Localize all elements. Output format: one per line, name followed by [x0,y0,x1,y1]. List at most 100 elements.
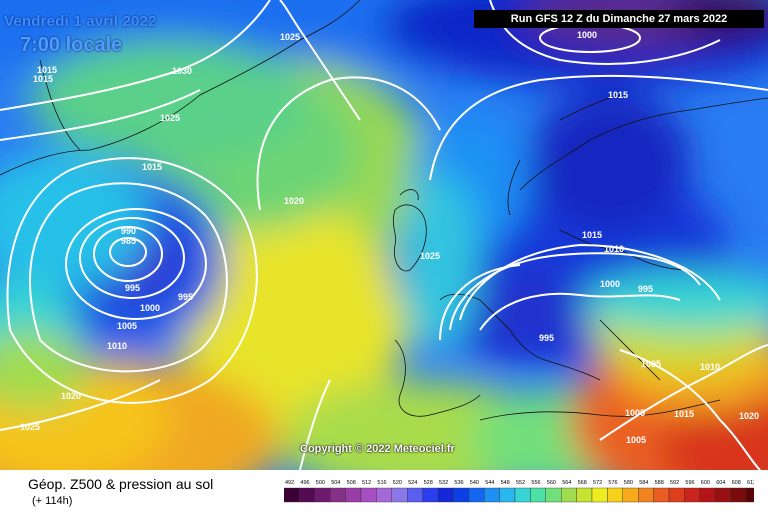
legend-tick-label: 492 [285,480,294,486]
svg-text:1000: 1000 [140,303,160,313]
legend-tick-label: 512 [362,480,371,486]
legend-swatch [622,487,639,503]
legend-swatch [684,487,700,503]
color-legend: 492 496 500 504 508 512 516 520 524 528 532 536 540 5… [284,480,754,503]
svg-text:990: 990 [121,226,136,236]
legend-tick-label: 536 [454,480,463,486]
legend-tick-label: 524 [408,480,417,486]
svg-text:985: 985 [121,236,136,246]
legend-swatch [715,487,731,503]
svg-text:1000: 1000 [577,30,597,40]
legend-swatch [576,487,593,503]
legend-swatch [638,487,654,503]
legend-swatch [668,487,685,503]
legend-swatch [591,487,608,503]
svg-text:1015: 1015 [674,409,694,419]
svg-text:1005: 1005 [641,359,661,369]
coastlines [0,0,768,421]
legend-tick-label: 604 [716,480,725,486]
svg-text:1005: 1005 [626,435,646,445]
legend-tick-label: 580 [624,480,633,486]
svg-text:1000: 1000 [600,279,620,289]
svg-text:1025: 1025 [280,32,300,42]
svg-text:1015: 1015 [608,90,628,100]
forecast-lead-time: (+ 114h) [32,495,73,507]
svg-text:1025: 1025 [20,422,40,432]
geopotential-field: 1025 1015 1015 1030 1025 1015 1020 990 9… [0,0,768,470]
legend-tick-label: 496 [300,480,309,486]
legend-swatch [653,487,670,503]
legend-swatch [514,487,531,503]
legend-tick-label: 564 [562,480,571,486]
legend-swatch [483,487,500,503]
map-title: Géop. Z500 & pression au sol [28,476,214,492]
legend-swatch [391,487,408,503]
legend-tick-label: 588 [655,480,664,486]
legend-swatch [314,487,331,503]
legend-tick-label: 596 [685,480,694,486]
svg-text:1010: 1010 [604,244,624,254]
legend-tick-label: 568 [578,480,587,486]
map-footer: Géop. Z500 & pression au sol (+ 114h) 49… [0,470,768,512]
legend-swatch [545,487,562,503]
svg-text:1020: 1020 [284,196,304,206]
legend-swatch [530,487,546,503]
legend-tick-label: 608 [732,480,741,486]
svg-text:1005: 1005 [625,408,645,418]
legend-swatch [376,487,393,503]
legend-tick-label: 600 [701,480,710,486]
legend-tick-label: 520 [393,480,402,486]
legend-swatch [330,487,346,503]
legend-tick-label: 532 [439,480,448,486]
svg-text:1025: 1025 [420,251,440,261]
legend-swatch [745,487,754,503]
forecast-date: Vendredi 1 avril 2022 [4,13,157,30]
legend-swatch [468,487,485,503]
svg-text:995: 995 [178,292,193,302]
svg-text:995: 995 [638,284,653,294]
svg-text:1020: 1020 [739,411,759,421]
map-canvas: 1025 1015 1015 1030 1025 1015 1020 990 9… [0,0,768,470]
legend-tick-label: 508 [347,480,356,486]
legend-tick-label: 592 [670,480,679,486]
legend-swatch [360,487,377,503]
legend-tick-label: 576 [608,480,617,486]
legend-tick-label: 500 [316,480,325,486]
run-info: Run GFS 12 Z du Dimanche 27 mars 2022 [474,10,764,28]
legend-swatch [284,487,300,503]
legend-swatch [453,487,469,503]
svg-text:1030: 1030 [172,66,192,76]
legend-tick-label: 544 [485,480,494,486]
svg-text:1025: 1025 [160,113,180,123]
legend-tick-label: 552 [516,480,525,486]
svg-text:1010: 1010 [700,362,720,372]
svg-text:1015: 1015 [37,65,57,75]
svg-text:1015: 1015 [33,74,53,84]
legend-swatch [499,487,516,503]
legend-tick-label: 528 [424,480,433,486]
legend-tick-label: 572 [593,480,602,486]
svg-text:1005: 1005 [117,321,137,331]
svg-text:995: 995 [125,283,140,293]
legend-tick-label: 556 [531,480,540,486]
legend-swatch [607,487,623,503]
svg-text:1020: 1020 [61,391,81,401]
svg-text:1015: 1015 [142,162,162,172]
legend-swatch [699,487,716,503]
legend-tick-label: 540 [470,480,479,486]
legend-swatch [345,487,362,503]
forecast-time: 7:00 locale [20,34,123,56]
legend-tick-label: 612 [747,480,754,486]
legend-tick-label: 516 [377,480,386,486]
legend-swatch [437,487,454,503]
svg-text:995: 995 [539,333,554,343]
svg-text:1015: 1015 [582,230,602,240]
svg-text:1010: 1010 [107,341,127,351]
isobar-labels: 1025 1015 1015 1030 1025 1015 1020 990 9… [20,30,759,445]
legend-swatch [561,487,577,503]
legend-swatch [422,487,439,503]
weather-map: 1025 1015 1015 1030 1025 1015 1020 990 9… [0,0,768,470]
legend-tick-label: 584 [639,480,648,486]
legend-swatch [299,487,315,503]
legend-swatch [406,487,423,503]
